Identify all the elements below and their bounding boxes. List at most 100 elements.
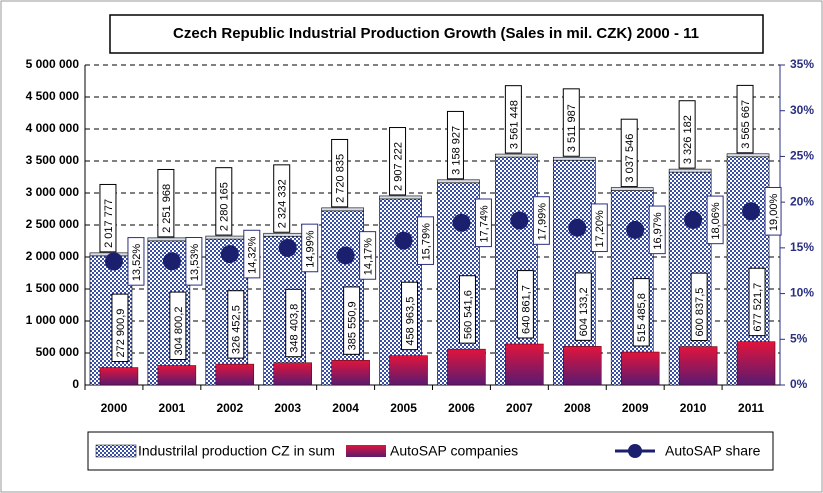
data-label: 560 541,6 [462, 290, 474, 339]
data-label-group: 2 324 332 [273, 164, 291, 233]
x-tick-label: 2009 [622, 401, 649, 415]
bar [157, 365, 197, 386]
share-label-group: 14,99% [301, 223, 319, 273]
share-dot [510, 211, 529, 230]
data-label-group: 3 326 182 [678, 100, 696, 169]
share-label-group: 13,52% [127, 237, 145, 286]
data-label: 304 800,2 [173, 307, 185, 356]
bar-top [668, 168, 712, 173]
title-box [109, 14, 764, 54]
data-label-group: 2 017 777 [99, 183, 117, 253]
data-label-group: 2 251 968 [157, 168, 175, 238]
x-tick-label: 2006 [448, 401, 475, 415]
data-label: 326 452,5 [231, 305, 243, 354]
y2-tick-label: 0% [790, 377, 808, 391]
legend-label: Industrilal production CZ in sum [138, 443, 335, 459]
data-label-box [111, 293, 129, 363]
legend-label: AutoSAP share [665, 443, 761, 459]
data-label-box [215, 167, 233, 236]
y2-tick-label: 25% [790, 149, 814, 163]
data-label-box [99, 183, 117, 253]
legend-box [87, 431, 774, 471]
data-label-group: 560 541,6 [458, 275, 476, 344]
share-label: 13,52% [131, 244, 143, 282]
data-label-group: 326 452,5 [227, 290, 245, 359]
x-tick-label: 2001 [159, 401, 186, 415]
data-label-box [446, 110, 464, 180]
share-dot [684, 210, 703, 229]
data-label-box [632, 278, 650, 347]
y2-tick-label: 30% [790, 103, 814, 117]
bar-top [610, 187, 654, 191]
bar [505, 343, 544, 386]
y-tick-label: 500 000 [36, 345, 80, 359]
share-label-box [474, 198, 492, 248]
y-tick-label: 0 [72, 377, 79, 391]
bar-top [321, 207, 364, 212]
legend-label: AutoSAP companies [390, 443, 518, 459]
data-label: 2 324 332 [277, 179, 289, 228]
bar-top [379, 195, 422, 200]
share-label-box [127, 237, 145, 286]
y2-tick-label: 35% [790, 57, 814, 71]
data-label: 640 861,7 [520, 285, 532, 334]
bar [215, 363, 255, 386]
x-tick-label: 2004 [332, 401, 359, 415]
y2-tick-label: 15% [790, 240, 814, 254]
y-tick-label: 1 000 000 [26, 313, 80, 327]
data-label: 2 907 222 [392, 142, 404, 191]
share-label: 17,99% [536, 203, 548, 241]
share-label-box [301, 223, 319, 273]
share-label-group: 16,97% [648, 205, 666, 255]
bar-top [263, 232, 307, 237]
share-label-box [532, 196, 550, 245]
share-label-box [243, 229, 261, 279]
y-tick-label: 4 500 000 [26, 89, 80, 103]
share-dot [104, 252, 123, 271]
share-label-box [648, 205, 666, 255]
data-label: 2 720 835 [335, 154, 347, 203]
data-label-box [169, 291, 187, 360]
y-tick-label: 5 000 000 [26, 57, 80, 71]
share-label: 18,06% [710, 202, 722, 240]
bar [678, 346, 718, 386]
bar-top [437, 179, 480, 184]
data-label: 272 900,9 [115, 309, 127, 358]
data-label-group: 2 907 222 [389, 127, 407, 196]
share-label-group: 14,17% [359, 231, 377, 280]
data-label-group: 604 133,2 [574, 272, 592, 341]
share-label-box [764, 186, 782, 236]
x-tick-label: 2002 [216, 401, 243, 415]
bar-top [147, 237, 191, 242]
data-label-box [331, 138, 349, 208]
y2-tick-label: 10% [790, 286, 814, 300]
data-label-box [343, 286, 361, 355]
bar [99, 367, 139, 386]
data-label-box [678, 100, 696, 169]
data-label-group: 2 280 165 [215, 167, 233, 236]
data-label: 2 251 968 [161, 184, 173, 233]
bar [620, 351, 660, 386]
chart-title: Czech Republic Industrial Production Gro… [173, 25, 699, 42]
share-dot [278, 238, 297, 257]
bar [447, 348, 486, 386]
data-label-group: 385 550,9 [343, 286, 361, 355]
x-tick-label: 2005 [390, 401, 417, 415]
share-label-box [706, 195, 724, 245]
legend-dot [628, 444, 642, 458]
x-tick-label: 2010 [680, 401, 707, 415]
data-label-box [690, 272, 708, 342]
data-label-box [748, 267, 766, 337]
share-label-box [359, 231, 377, 280]
bar [563, 346, 602, 386]
x-tick-label: 2008 [564, 401, 591, 415]
data-label-box [389, 127, 407, 196]
share-dot [220, 245, 239, 264]
data-label: 3 037 546 [624, 134, 636, 183]
y2-tick-label: 5% [790, 331, 808, 345]
data-label-group: 677 521,7 [748, 267, 766, 337]
data-label: 600 837,5 [694, 288, 706, 337]
x-tick-label: 2011 [738, 401, 764, 415]
data-label-box [736, 84, 754, 154]
data-label-box [458, 275, 476, 344]
